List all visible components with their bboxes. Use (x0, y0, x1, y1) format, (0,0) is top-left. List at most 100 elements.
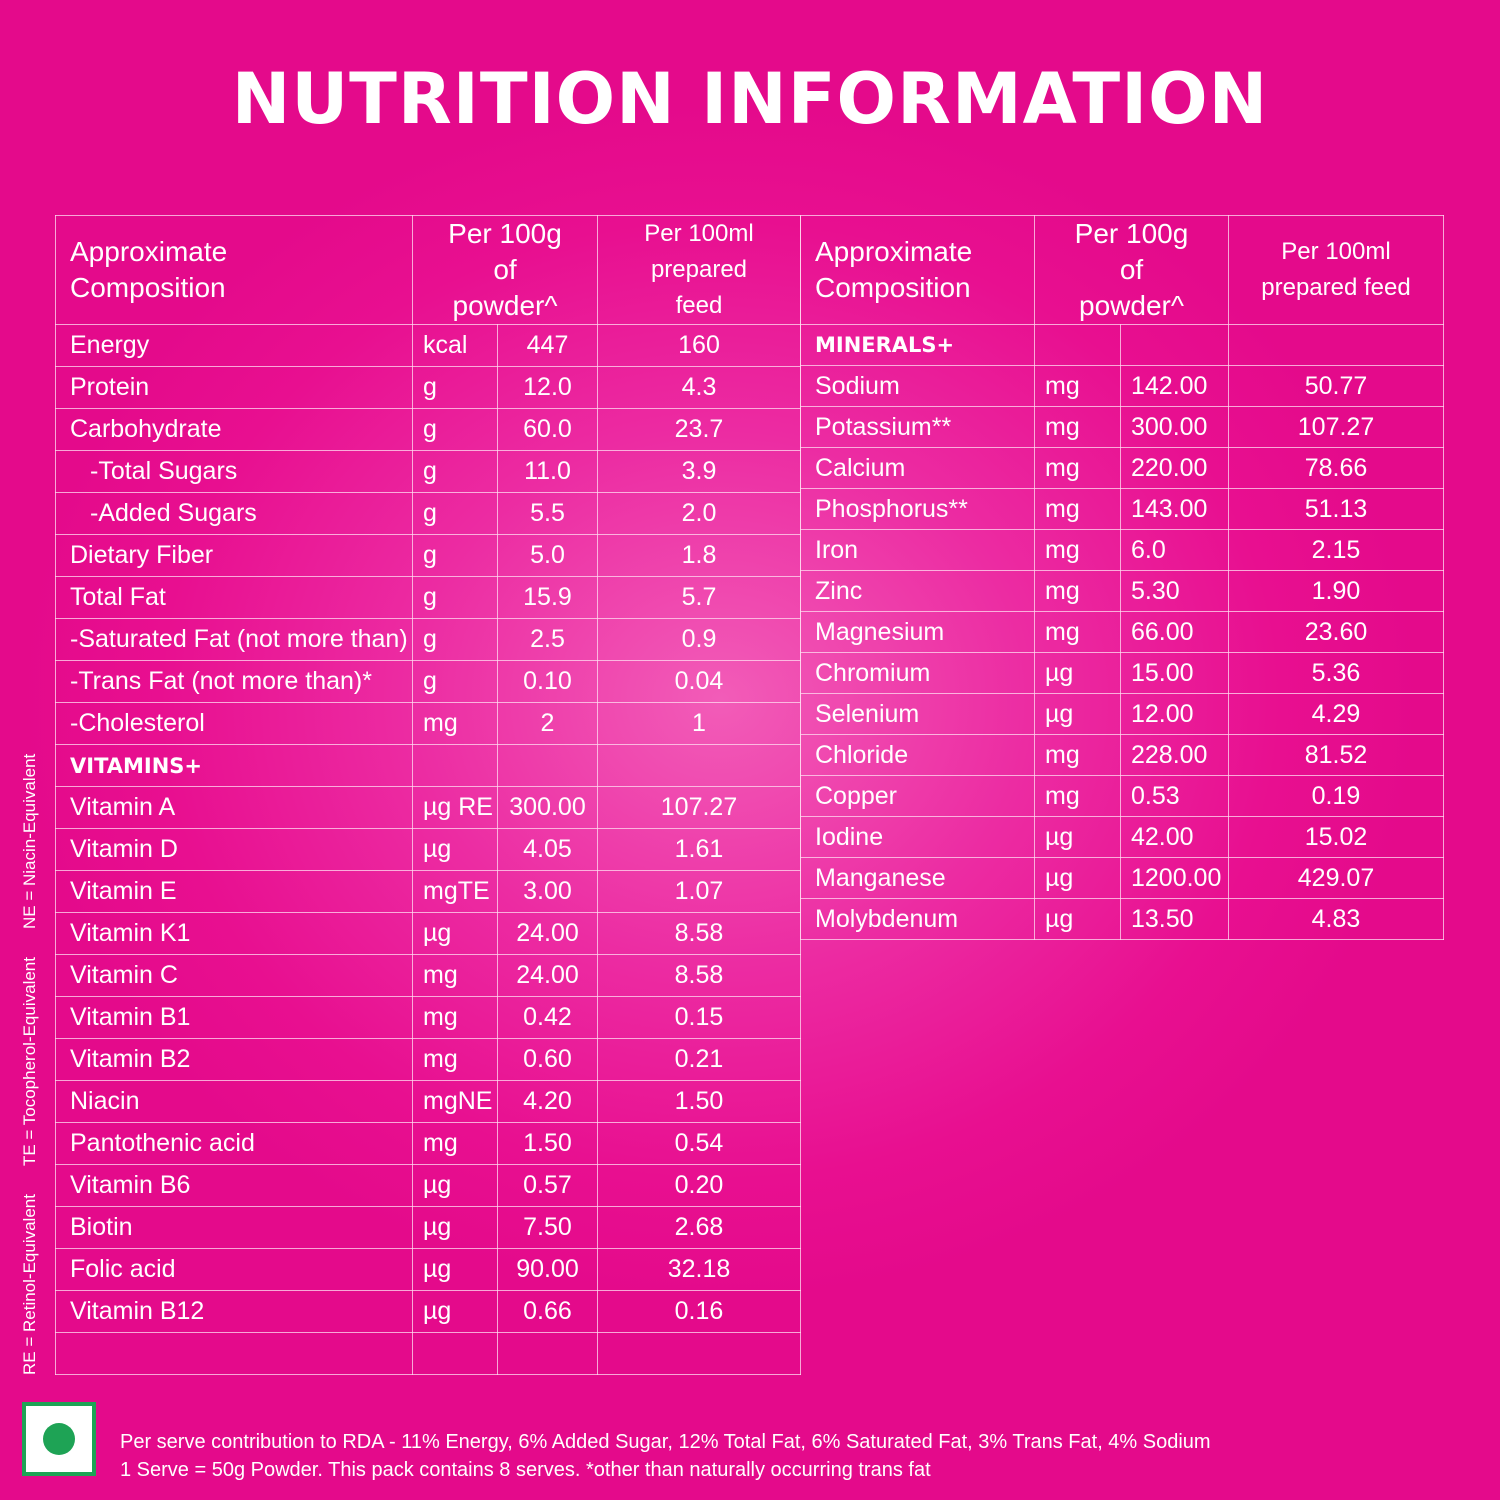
value-per-100ml: 0.15 (597, 996, 801, 1039)
table-row: Dietary Fiber g 5.0 1.8 (55, 534, 801, 577)
value-per-100g: 11.0 (497, 450, 598, 493)
value-per-100ml: 3.9 (597, 450, 801, 493)
value-per-100g: 60.0 (497, 408, 598, 451)
value-per-100g: 0.10 (497, 660, 598, 703)
nutrient-unit: µg (412, 828, 498, 871)
value-per-100g: 220.00 (1120, 447, 1229, 489)
value-per-100ml: 0.21 (597, 1038, 801, 1081)
value-per-100g: 6.0 (1120, 529, 1229, 571)
nutrient-name: MINERALS+ (800, 324, 1035, 366)
value-per-100g: 0.60 (497, 1038, 598, 1081)
value-per-100g: 3.00 (497, 870, 598, 913)
value-per-100g: 66.00 (1120, 611, 1229, 653)
nutrient-unit: mgTE (412, 870, 498, 913)
nutrient-name: Molybdenum (800, 898, 1035, 940)
value-per-100ml: 5.36 (1228, 652, 1444, 694)
nutrient-unit: mg (1034, 529, 1121, 571)
value-per-100g (497, 744, 598, 787)
note-te: TE = Tocopherol-Equivalent (20, 957, 39, 1167)
value-per-100ml (597, 1332, 801, 1375)
table-row: Vitamin B6 µg 0.57 0.20 (55, 1164, 801, 1207)
nutrient-name: Energy (55, 324, 413, 367)
value-per-100g: 90.00 (497, 1248, 598, 1291)
table-row: Selenium µg 12.00 4.29 (800, 693, 1444, 735)
value-per-100ml: 429.07 (1228, 857, 1444, 899)
rda-note: Per serve contribution to RDA - 11% Ener… (120, 1431, 1211, 1453)
value-per-100ml: 23.60 (1228, 611, 1444, 653)
table-row: Calcium mg 220.00 78.66 (800, 447, 1444, 489)
value-per-100ml (1228, 324, 1444, 366)
table-row: Chromium µg 15.00 5.36 (800, 652, 1444, 694)
table-row: MINERALS+ (800, 324, 1444, 366)
nutrient-name: Vitamin B2 (55, 1038, 413, 1081)
nutrient-unit: mgNE (412, 1080, 498, 1123)
table-row (55, 1332, 801, 1375)
nutrient-name: Selenium (800, 693, 1035, 735)
value-per-100g: 0.66 (497, 1290, 598, 1333)
table-row: Manganese µg 1200.00 429.07 (800, 857, 1444, 899)
nutrient-name (55, 1332, 413, 1375)
note-re: RE = Retinol-Equivalent (20, 1194, 39, 1375)
nutrient-unit: g (412, 450, 498, 493)
value-per-100ml: 107.27 (1228, 406, 1444, 448)
nutrient-unit: g (412, 408, 498, 451)
nutrient-name: Chloride (800, 734, 1035, 776)
nutrient-name: Vitamin D (55, 828, 413, 871)
table-row: Magnesium mg 66.00 23.60 (800, 611, 1444, 653)
nutrient-unit: g (412, 618, 498, 661)
value-per-100ml: 0.9 (597, 618, 801, 661)
nutrient-unit: µg (1034, 857, 1121, 899)
nutrient-unit: mg (1034, 447, 1121, 489)
table-row: Protein g 12.0 4.3 (55, 366, 801, 409)
value-per-100ml: 1.07 (597, 870, 801, 913)
value-per-100ml: 51.13 (1228, 488, 1444, 530)
table-row: -Saturated Fat (not more than) g 2.5 0.9 (55, 618, 801, 661)
page-title: NUTRITION INFORMATION (231, 58, 1269, 140)
value-per-100ml: 50.77 (1228, 365, 1444, 407)
nutrient-unit (1034, 324, 1121, 366)
nutrient-name: Iodine (800, 816, 1035, 858)
value-per-100g (1120, 324, 1229, 366)
value-per-100g: 5.0 (497, 534, 598, 577)
nutrient-unit: g (412, 534, 498, 577)
value-per-100ml: 107.27 (597, 786, 801, 829)
nutrient-name: Manganese (800, 857, 1035, 899)
value-per-100ml: 4.29 (1228, 693, 1444, 735)
nutrient-unit: µg (412, 1206, 498, 1249)
nutrient-unit: mg (1034, 406, 1121, 448)
nutrient-unit: kcal (412, 324, 498, 367)
nutrient-name: Folic acid (55, 1248, 413, 1291)
value-per-100g: 142.00 (1120, 365, 1229, 407)
value-per-100g: 15.00 (1120, 652, 1229, 694)
value-per-100g: 447 (497, 324, 598, 367)
value-per-100ml: 1.90 (1228, 570, 1444, 612)
nutrient-unit: mg (1034, 611, 1121, 653)
value-per-100ml: 0.16 (597, 1290, 801, 1333)
value-per-100ml: 81.52 (1228, 734, 1444, 776)
nutrient-name: Protein (55, 366, 413, 409)
value-per-100g: 0.53 (1120, 775, 1229, 817)
value-per-100g: 12.0 (497, 366, 598, 409)
value-per-100ml: 8.58 (597, 912, 801, 955)
table-row: Niacin mgNE 4.20 1.50 (55, 1080, 801, 1123)
header-per100g: Per 100g of powder^ (412, 215, 598, 325)
value-per-100g: 1200.00 (1120, 857, 1229, 899)
nutrient-unit: mg (1034, 365, 1121, 407)
value-per-100ml: 23.7 (597, 408, 801, 451)
nutrient-unit: µg (1034, 816, 1121, 858)
value-per-100g: 7.50 (497, 1206, 598, 1249)
value-per-100ml: 1.61 (597, 828, 801, 871)
nutrient-name: Vitamin B1 (55, 996, 413, 1039)
nutrient-name: Total Fat (55, 576, 413, 619)
table-row: Total Fat g 15.9 5.7 (55, 576, 801, 619)
nutrient-unit: g (412, 366, 498, 409)
nutrient-name: Biotin (55, 1206, 413, 1249)
value-per-100ml: 1.8 (597, 534, 801, 577)
table-row: Energy kcal 447 160 (55, 324, 801, 367)
value-per-100g: 2.5 (497, 618, 598, 661)
serve-note: 1 Serve = 50g Powder. This pack contains… (120, 1459, 931, 1481)
nutrient-name: Calcium (800, 447, 1035, 489)
table-row: Copper mg 0.53 0.19 (800, 775, 1444, 817)
nutrition-table-left: Approximate Composition Per 100g of powd… (55, 215, 801, 1375)
table-row: Vitamin K1 µg 24.00 8.58 (55, 912, 801, 955)
